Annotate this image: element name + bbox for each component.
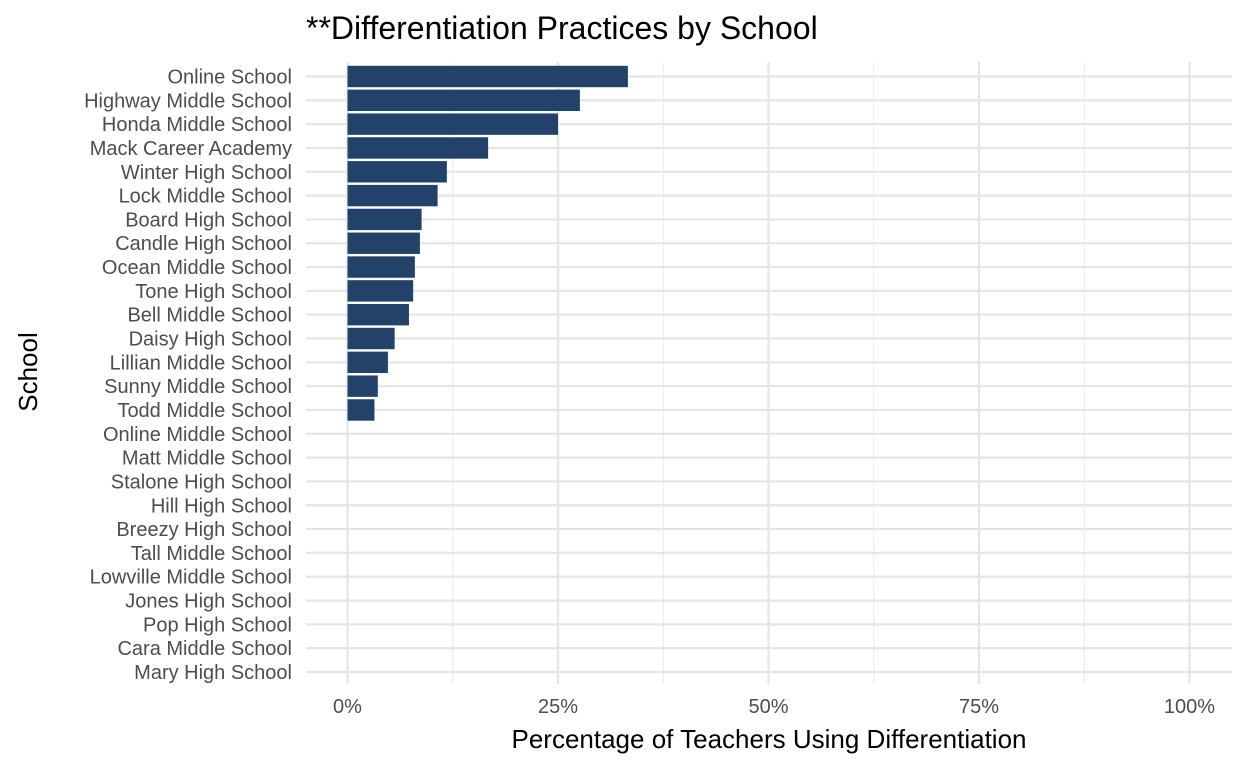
y-tick-label: Sunny Middle School [104, 376, 292, 398]
x-tick-label: 0% [333, 696, 362, 718]
y-tick-label: Tall Middle School [131, 543, 292, 565]
x-tick-label: 100% [1164, 696, 1215, 718]
bar [347, 304, 409, 326]
y-tick-label: Matt Middle School [122, 448, 292, 470]
y-tick-label: Winter High School [121, 162, 292, 184]
x-tick-labels: 0% 25% 50% 75% 100% [333, 696, 1215, 718]
bar [347, 137, 489, 159]
y-tick-label: Online School [167, 67, 292, 89]
y-tick-label: Cara Middle School [117, 638, 292, 660]
y-tick-label: Lowville Middle School [90, 567, 292, 589]
y-tick-label: Bell Middle School [127, 305, 292, 327]
bar [347, 351, 388, 374]
x-tick-label: 25% [538, 696, 578, 718]
bar [347, 280, 414, 302]
bar [347, 184, 438, 207]
bar [347, 375, 378, 397]
y-tick-label: Tone High School [135, 281, 292, 303]
x-tick-label: 50% [748, 696, 788, 718]
bar [347, 65, 628, 88]
y-tick-label: Board High School [125, 209, 292, 231]
x-axis-title: Percentage of Teachers Using Differentia… [511, 724, 1026, 754]
y-tick-label: Online Middle School [103, 424, 292, 446]
y-tick-label: Lillian Middle School [110, 352, 292, 374]
chart-title: **Differentiation Practices by School [306, 10, 818, 46]
y-tick-label: Candle High School [115, 233, 292, 255]
y-tick-label: Breezy High School [116, 519, 292, 541]
bar [347, 208, 422, 231]
y-tick-label: Hill High School [151, 495, 292, 517]
bar [347, 327, 395, 350]
bar [347, 89, 580, 112]
y-axis-title: School [13, 332, 43, 412]
bar [347, 399, 375, 421]
y-tick-label: Pop High School [143, 614, 292, 636]
bar [347, 161, 447, 183]
bars-layer [347, 65, 628, 421]
y-tick-label: Highway Middle School [84, 90, 292, 112]
y-tick-label: Stalone High School [111, 471, 292, 493]
y-tick-label: Ocean Middle School [102, 257, 292, 279]
y-tick-label: Honda Middle School [102, 114, 292, 136]
y-tick-label: Lock Middle School [119, 186, 292, 208]
y-tick-label: Mary High School [134, 662, 292, 684]
y-tick-label: Daisy High School [129, 329, 292, 351]
y-tick-label: Mack Career Academy [90, 138, 292, 160]
bar [347, 256, 415, 278]
bar [347, 232, 420, 254]
y-tick-label: Todd Middle School [117, 400, 292, 422]
y-tick-label: Jones High School [125, 591, 292, 613]
bar [347, 113, 558, 135]
x-tick-label: 75% [959, 696, 999, 718]
